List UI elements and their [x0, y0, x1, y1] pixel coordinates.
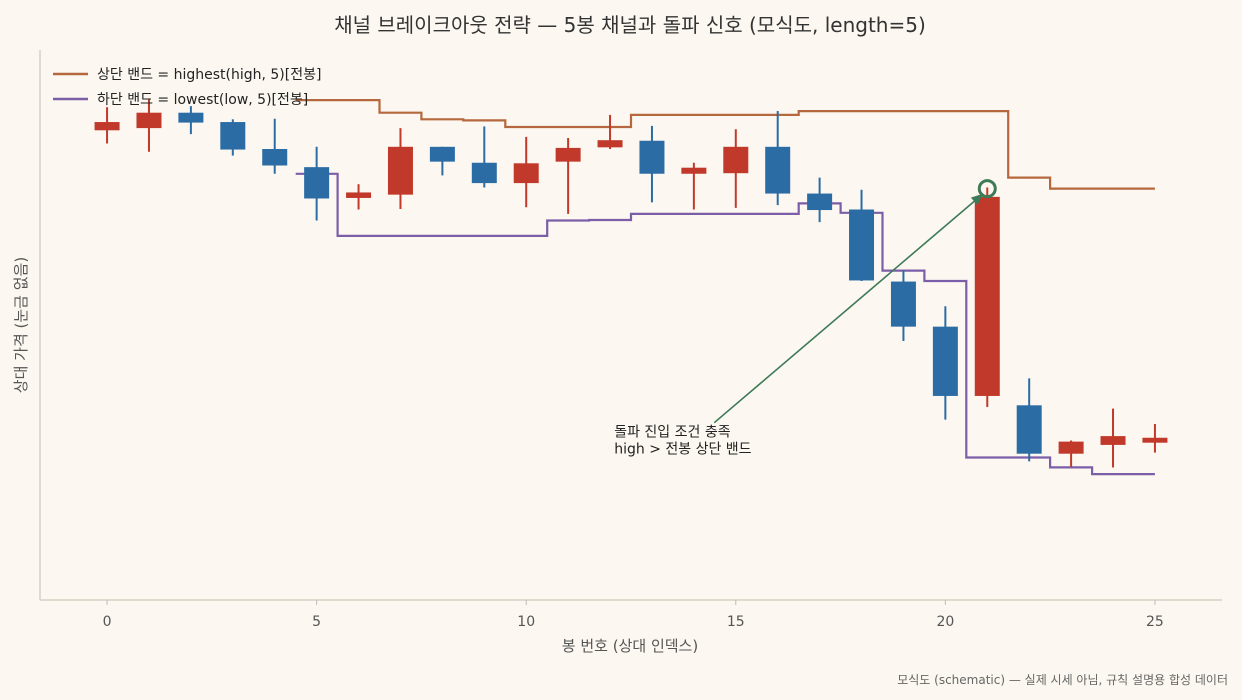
footer-note: 모식도 (schematic) — 실제 시세 아님, 규칙 설명용 합성 데이… — [897, 673, 1228, 687]
candle-18 — [849, 189, 875, 281]
channel-bands — [295, 99, 1155, 476]
candle-body — [262, 149, 288, 166]
candle-21 — [974, 187, 1000, 407]
candle-body — [471, 162, 497, 184]
legend-label-upper: 상단 밴드 = highest(high, 5)[전봉] — [97, 67, 321, 83]
candle-body — [639, 140, 665, 174]
chart-title: 채널 브레이크아웃 전략 — 5봉 채널과 돌파 신호 (모식도, length… — [334, 13, 926, 37]
annotation-arrow — [713, 192, 984, 424]
candle-15 — [723, 129, 749, 208]
candle-6 — [346, 184, 372, 210]
lower-band-line — [295, 172, 1155, 476]
candle-body — [1142, 437, 1168, 443]
candle-body — [723, 146, 749, 174]
candle-11 — [555, 138, 581, 214]
x-tick-label: 0 — [103, 614, 112, 630]
candle-body — [1100, 436, 1126, 445]
x-axis-label: 봉 번호 (상대 인덱스) — [562, 637, 698, 655]
x-ticks: 0 5 10 15 20 25 — [103, 600, 1164, 630]
candle-5 — [304, 146, 330, 221]
candle-2 — [178, 106, 204, 135]
signal-marker — [977, 179, 997, 199]
candles — [94, 99, 1168, 468]
candle-body — [890, 281, 916, 327]
candle-22 — [1016, 378, 1042, 462]
annotation-arrowhead — [970, 193, 984, 206]
candle-19 — [890, 270, 916, 341]
x-tick-label: 25 — [1146, 614, 1164, 630]
x-tick-label: 5 — [312, 614, 321, 630]
y-axis-label: 상대 가격 (눈금 없음) — [12, 257, 30, 393]
legend: 상단 밴드 = highest(high, 5)[전봉] 하단 밴드 = low… — [53, 67, 321, 108]
upper-band-line — [295, 99, 1155, 190]
candle-body — [807, 193, 833, 211]
candle-body — [387, 146, 413, 195]
candle-12 — [597, 114, 623, 149]
candle-23 — [1058, 440, 1084, 467]
candle-25 — [1142, 424, 1168, 453]
candle-body — [429, 146, 455, 162]
candle-body — [304, 167, 330, 199]
annotation-text: 돌파 진입 조건 충족 — [614, 425, 731, 441]
x-tick-label: 15 — [727, 614, 745, 630]
candle-body — [849, 209, 875, 281]
candle-body — [974, 196, 1000, 396]
candle-7 — [387, 128, 413, 209]
candle-body — [346, 192, 372, 198]
candle-8 — [429, 146, 455, 176]
candle-14 — [681, 162, 707, 210]
candle-body — [136, 112, 162, 129]
candle-body — [220, 122, 246, 150]
candle-9 — [471, 126, 497, 188]
x-tick-label: 20 — [936, 614, 954, 630]
candle-13 — [639, 125, 665, 203]
candle-3 — [220, 119, 246, 156]
annotation-text: high > 전봉 상단 밴드 — [614, 442, 751, 458]
candle-body — [681, 167, 707, 174]
candle-body — [94, 122, 120, 131]
candle-body — [1016, 405, 1042, 454]
candle-16 — [765, 111, 791, 206]
candle-1 — [136, 99, 162, 152]
candle-body — [597, 140, 623, 148]
legend-label-lower: 하단 밴드 = lowest(low, 5)[전봉] — [97, 92, 308, 108]
candle-body — [555, 147, 581, 162]
candle-4 — [262, 118, 288, 174]
candle-body — [765, 146, 791, 194]
candle-body — [932, 326, 958, 396]
candle-20 — [932, 306, 958, 420]
candle-17 — [807, 177, 833, 223]
candle-10 — [513, 136, 539, 208]
candle-body — [178, 112, 204, 123]
candle-body — [513, 163, 539, 184]
x-tick-label: 10 — [517, 614, 535, 630]
candle-0 — [94, 107, 120, 144]
candle-body — [1058, 441, 1084, 454]
candle-24 — [1100, 408, 1126, 468]
